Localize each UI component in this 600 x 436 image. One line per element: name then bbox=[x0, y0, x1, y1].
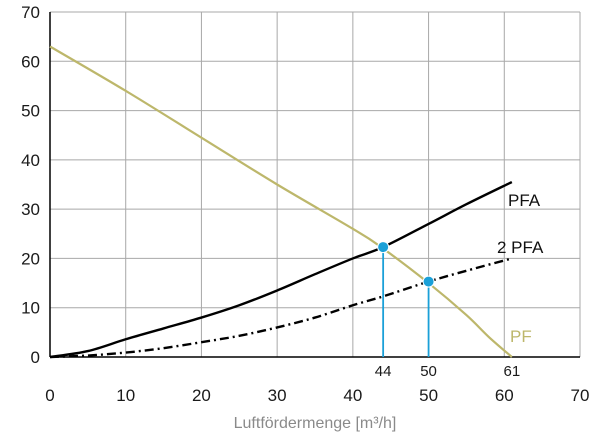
series-label-pf: PF bbox=[510, 327, 532, 346]
x-tick-label: 30 bbox=[268, 386, 287, 405]
y-tick-label: 50 bbox=[21, 102, 40, 121]
y-axis-ticks: 0 10 20 30 40 50 60 70 bbox=[21, 3, 40, 367]
series-label-2-pfa: 2 PFA bbox=[497, 238, 544, 257]
marker-x-label: 50 bbox=[420, 363, 437, 380]
series-line-pf bbox=[49, 45, 513, 358]
x-axis-title: Luftfördermenge [m³/h] bbox=[234, 415, 397, 432]
x-tick-label: 50 bbox=[419, 386, 438, 405]
y-tick-label: 70 bbox=[21, 3, 40, 22]
grid bbox=[49, 11, 581, 358]
y-tick-label: 10 bbox=[21, 299, 40, 318]
x-tick-label: 40 bbox=[343, 386, 362, 405]
x-tick-label: 70 bbox=[571, 386, 590, 405]
y-tick-label: 0 bbox=[31, 348, 40, 367]
y-tick-label: 40 bbox=[21, 151, 40, 170]
y-tick-label: 60 bbox=[21, 52, 40, 71]
marker-layer: 44 50 61 bbox=[375, 241, 521, 380]
x-tick-label: 20 bbox=[192, 386, 211, 405]
series-line-pfa bbox=[49, 180, 513, 359]
y-tick-label: 30 bbox=[21, 200, 40, 219]
x-axis-ticks: 0 10 20 30 40 50 60 70 bbox=[45, 386, 589, 405]
series-layer: PF PFA 2 PFA bbox=[49, 45, 544, 359]
x-tick-label: 10 bbox=[116, 386, 135, 405]
y-tick-label: 20 bbox=[21, 249, 40, 268]
x-tick-label: 0 bbox=[45, 386, 54, 405]
intersection-point bbox=[422, 275, 435, 288]
marker-x-label: 44 bbox=[375, 363, 392, 380]
x-tick-label: 60 bbox=[495, 386, 514, 405]
annotation-x-label: 61 bbox=[504, 363, 521, 380]
intersection-point bbox=[377, 241, 390, 254]
series-label-pfa: PFA bbox=[508, 191, 541, 210]
plot-frame bbox=[49, 12, 580, 358]
